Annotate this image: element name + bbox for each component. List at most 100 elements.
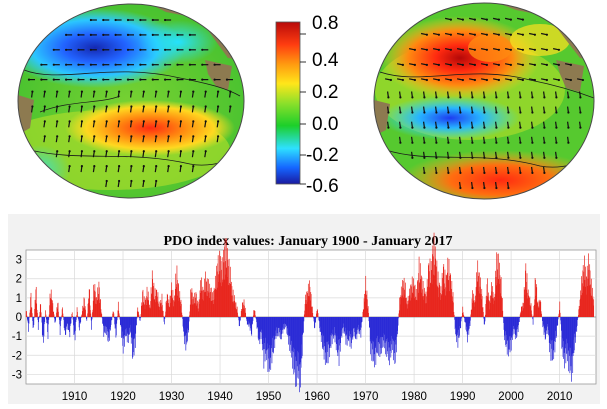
x-tick-label: 1930 — [159, 391, 185, 403]
pdo-bar-positive — [58, 312, 59, 317]
wind-arrow-head — [438, 64, 440, 66]
wind-arrow-head — [152, 19, 154, 21]
wind-arrow-head — [201, 49, 203, 51]
wind-arrow-head — [450, 79, 452, 81]
pdo-bar-positive — [59, 316, 60, 317]
wind-arrow-head — [507, 111, 509, 113]
pdo-bar-negative — [71, 317, 72, 318]
wind-arrow-head — [387, 111, 389, 113]
wind-arrow-head — [93, 165, 95, 167]
pdo-bar-positive — [163, 311, 164, 317]
wind-arrow-head — [130, 165, 132, 167]
pdo-bar-negative — [558, 317, 559, 319]
pdo-bar-positive — [32, 313, 33, 317]
x-tick-label: 1980 — [401, 391, 427, 403]
pdo-bar-negative — [240, 317, 241, 320]
wind-arrow-head — [567, 142, 569, 144]
wind-arrow-head — [510, 79, 512, 81]
wind-arrow-head — [558, 64, 560, 66]
wind-arrow-head — [65, 79, 67, 81]
wind-arrow-head — [486, 79, 488, 81]
wind-arrow-head — [519, 172, 521, 174]
colorbar-tick-label: -0.6 — [306, 176, 339, 197]
wind-arrow-head — [486, 64, 488, 66]
wind-arrow-head — [44, 91, 46, 93]
wind-arrow-head — [56, 135, 58, 137]
pdo-bar-negative — [253, 317, 254, 321]
wind-arrow-head — [180, 91, 182, 93]
left-globe-cool-phase-map — [0, 4, 244, 198]
wind-arrow-head — [217, 120, 219, 122]
wind-arrow-head — [507, 187, 509, 189]
wind-arrow-head — [435, 172, 437, 174]
wind-arrow-head — [495, 157, 497, 159]
wind-arrow-head — [143, 135, 145, 137]
wind-arrow-head — [483, 96, 485, 98]
wind-arrow-head — [44, 135, 46, 137]
wind-arrow-head — [471, 127, 473, 129]
wind-arrow-head — [387, 127, 389, 129]
wind-arrow-head — [519, 127, 521, 129]
wind-arrow-head — [164, 79, 166, 81]
wind-arrow-head — [522, 19, 524, 21]
wind-arrow-head — [127, 34, 129, 36]
wind-arrow-head — [459, 142, 461, 144]
wind-arrow-head — [155, 135, 157, 137]
wind-arrow-head — [90, 49, 92, 51]
wind-arrow-head — [164, 49, 166, 51]
wind-arrow-head — [579, 96, 581, 98]
wind-arrow-head — [423, 157, 425, 159]
wind-arrow-head — [53, 79, 55, 81]
wind-arrow-head — [426, 34, 428, 36]
wind-arrow-head — [570, 79, 572, 81]
wind-arrow-head — [189, 49, 191, 51]
pdo-bar-positive — [27, 316, 28, 317]
wind-arrow-head — [435, 96, 437, 98]
pdo-bar-negative — [44, 317, 45, 322]
wind-arrow-head — [447, 172, 449, 174]
wind-arrow-head — [519, 142, 521, 144]
wind-arrow-head — [402, 79, 404, 81]
wind-arrow-head — [498, 19, 500, 21]
wind-arrow-head — [450, 64, 452, 66]
wind-arrow-head — [495, 127, 497, 129]
x-tick-label: 1990 — [450, 391, 476, 403]
wind-arrow-head — [130, 135, 132, 137]
pdo-bar-positive — [593, 299, 594, 317]
wind-arrow-head — [543, 157, 545, 159]
pdo-bar-negative — [92, 317, 93, 319]
wind-arrow-head — [205, 150, 207, 152]
wind-arrow-head — [155, 105, 157, 107]
wind-arrow-head — [558, 79, 560, 81]
pdo-bar-positive — [90, 314, 91, 317]
y-tick-label: 3 — [16, 255, 22, 267]
wind-arrow-head — [205, 91, 207, 93]
wind-arrow-head — [192, 150, 194, 152]
wind-arrow-head — [495, 111, 497, 113]
wind-arrow-head — [201, 64, 203, 66]
wind-arrow-head — [127, 49, 129, 51]
wind-arrow-head — [115, 34, 117, 36]
pdo-bar-positive — [255, 315, 256, 317]
wind-arrow-head — [459, 157, 461, 159]
wind-arrow-head — [507, 96, 509, 98]
wind-arrow-head — [69, 165, 71, 167]
wind-arrow-head — [90, 79, 92, 81]
wind-arrow-head — [69, 120, 71, 122]
chart-title: PDO index values: January 1900 - January… — [164, 234, 453, 249]
wind-arrow-head — [143, 120, 145, 122]
wind-arrow-head — [426, 79, 428, 81]
wind-arrow-head — [180, 105, 182, 107]
wind-arrow-head — [426, 64, 428, 66]
wind-arrow-head — [155, 91, 157, 93]
pdo-bar-negative — [189, 317, 190, 321]
wind-arrow-head — [81, 150, 83, 152]
pdo-bar-positive — [238, 316, 239, 317]
wind-arrow-head — [507, 142, 509, 144]
wind-arrow-head — [69, 150, 71, 152]
wind-arrow-head — [168, 135, 170, 137]
wind-arrow-head — [127, 64, 129, 66]
wind-arrow-head — [399, 127, 401, 129]
pdo-bar-negative — [578, 317, 579, 318]
wind-arrow-head — [118, 150, 120, 152]
